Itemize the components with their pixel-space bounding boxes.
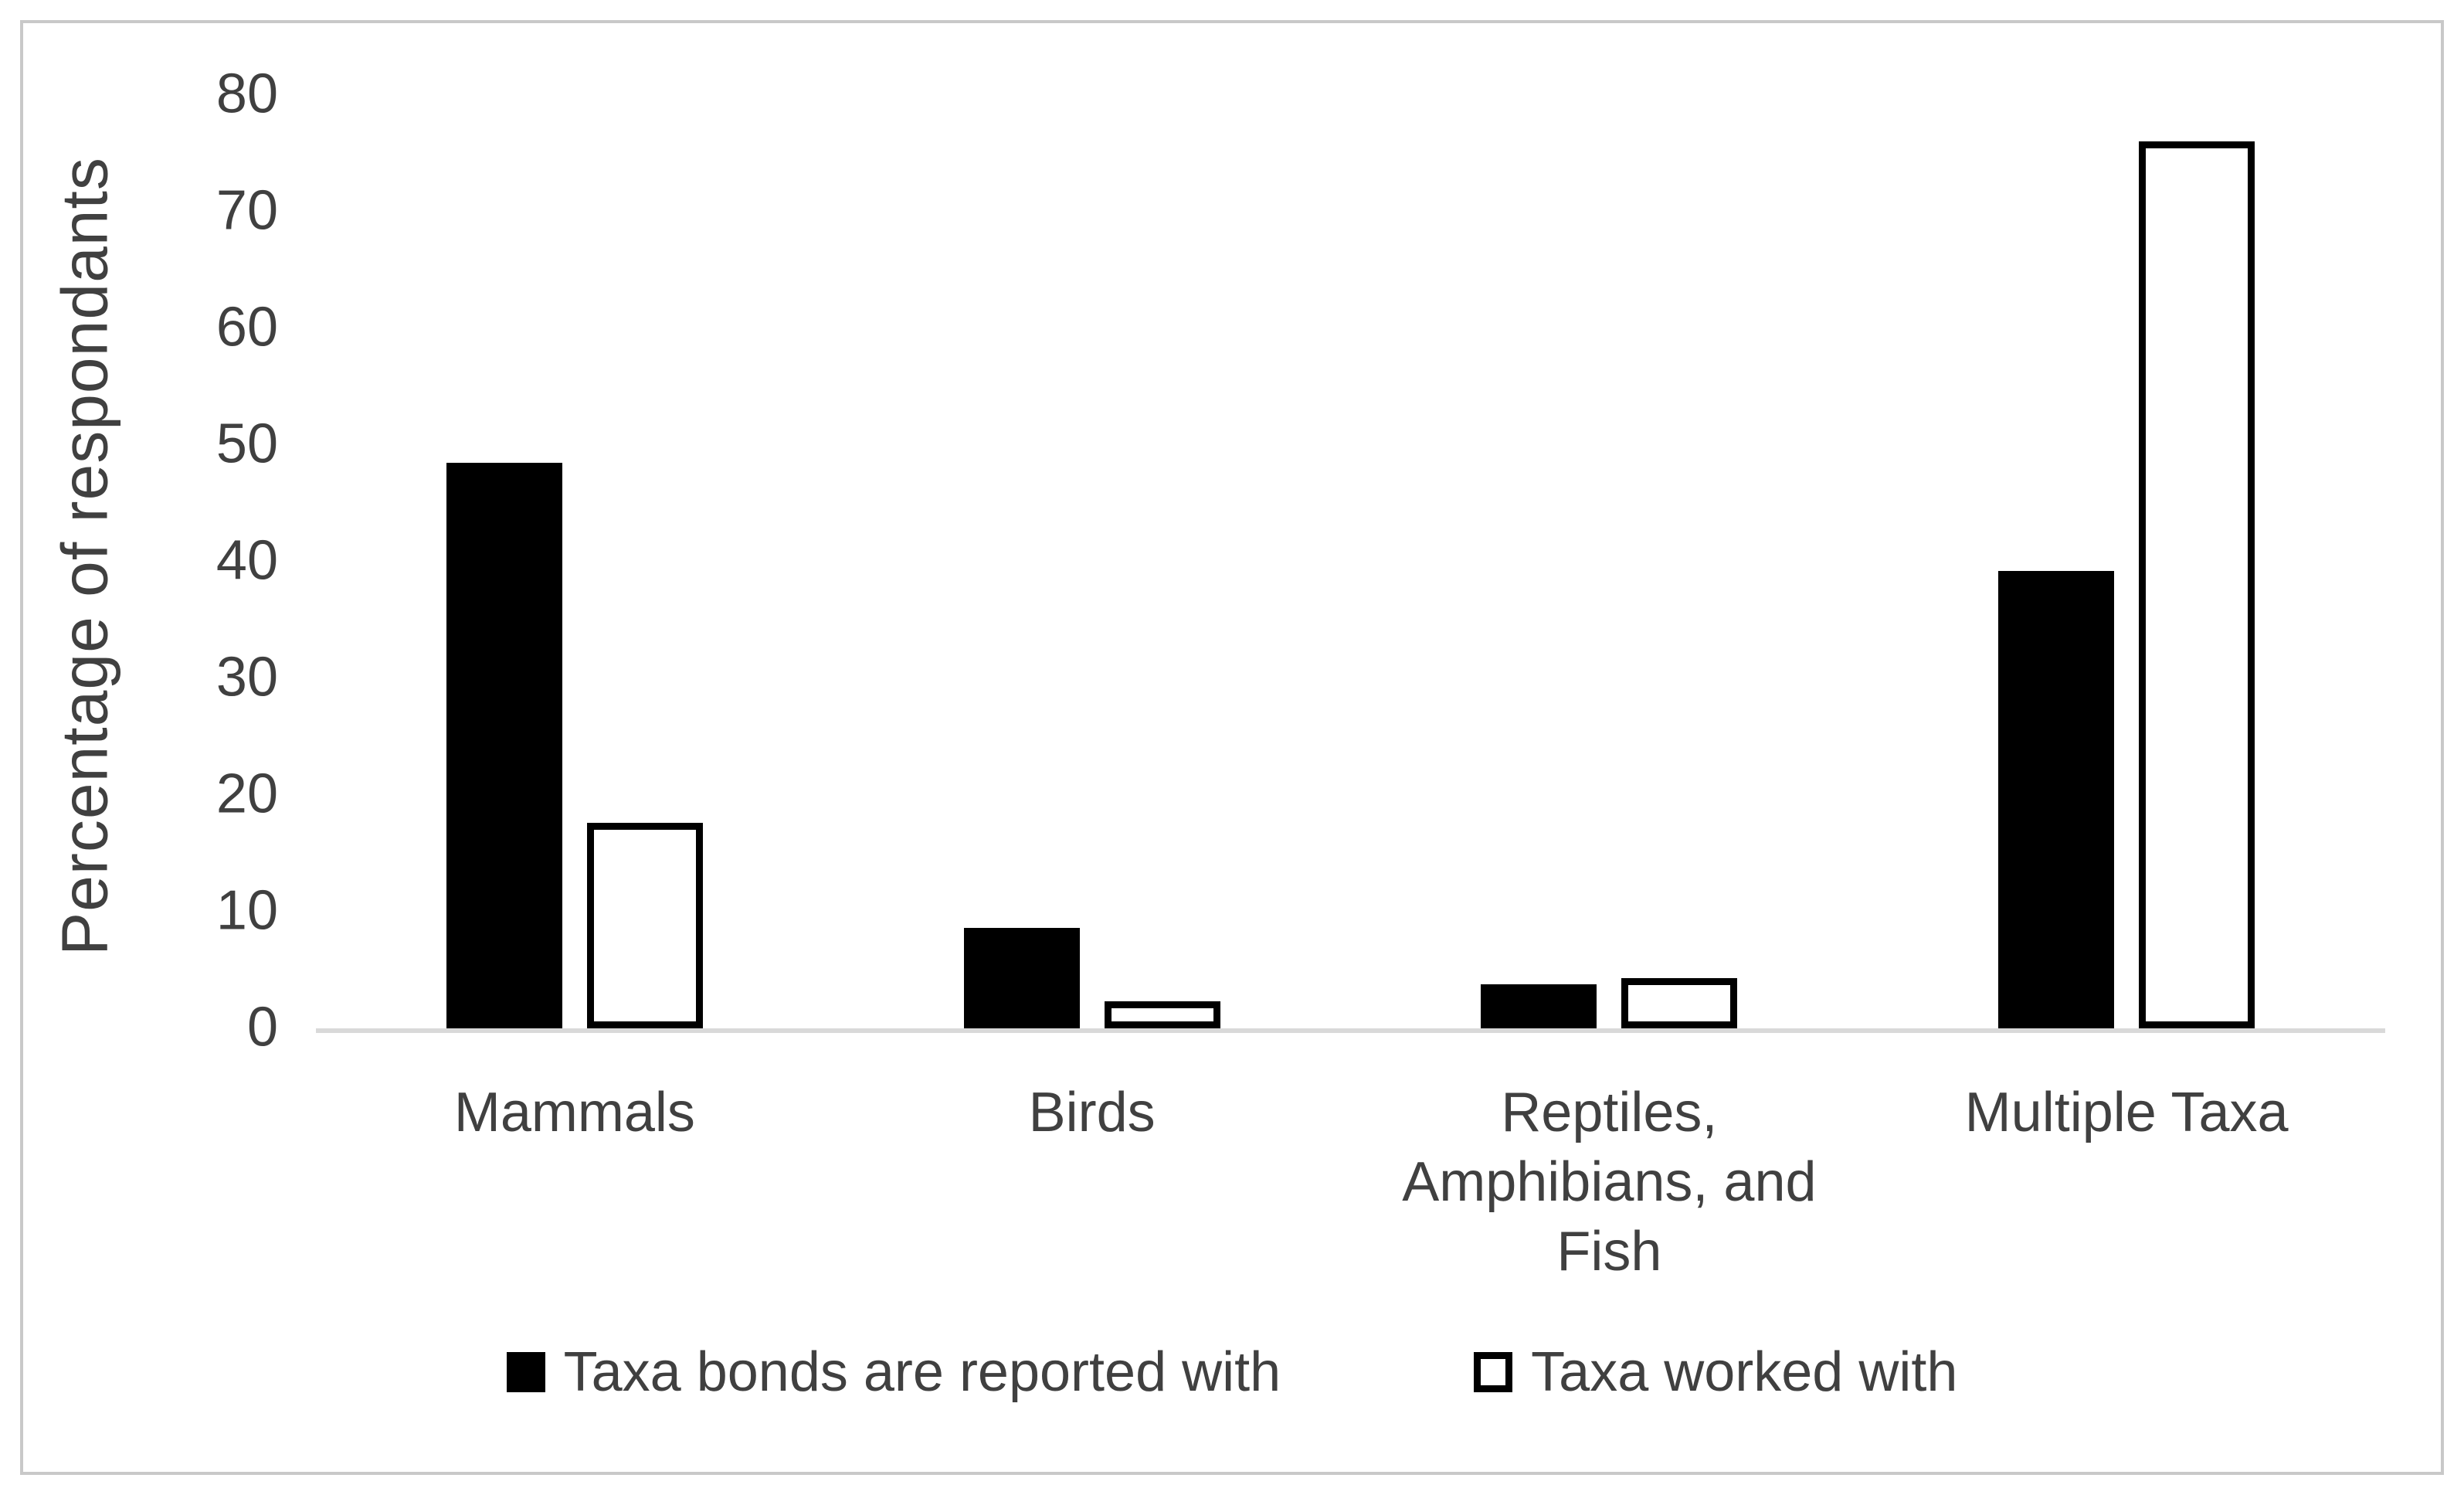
- y-tick-label-50: 50: [216, 413, 278, 475]
- y-tick-label-10: 10: [216, 879, 278, 942]
- y-tick-label-20: 20: [216, 763, 278, 825]
- legend-marker-filled-icon: [506, 1352, 545, 1392]
- bar-multiple-taxa-outline: [2139, 141, 2255, 1028]
- legend-label: Taxa bonds are reported with: [563, 1341, 1281, 1403]
- legend-item-taxa-bonds-are-reported-with: Taxa bonds are reported with: [506, 1340, 1281, 1404]
- bar-mammals-filled: [446, 463, 562, 1028]
- category-label-multiple-taxa: Multiple Taxa: [1964, 1082, 2289, 1143]
- category-label-reptiles-amphibians-and-fish: Reptiles, Amphibians, and Fish: [1402, 1082, 1817, 1283]
- bar-reptiles-amphibians-and-fish-filled: [1481, 984, 1597, 1028]
- legend-label: Taxa worked with: [1531, 1341, 1958, 1403]
- bar-multiple-taxa-filled: [1998, 571, 2115, 1028]
- category-label-birds: Birds: [1028, 1082, 1156, 1143]
- legend-marker-outline-icon: [1474, 1352, 1513, 1392]
- bar-birds-filled: [963, 928, 1080, 1028]
- y-tick-label-40: 40: [216, 529, 278, 592]
- y-tick-label-70: 70: [216, 179, 278, 242]
- category-label-mammals: Mammals: [453, 1082, 695, 1143]
- bar-mammals-outline: [586, 823, 703, 1028]
- legend: Taxa bonds are reported with Taxa worked …: [0, 1340, 2464, 1404]
- y-tick-label-80: 80: [216, 63, 278, 125]
- y-tick-label-30: 30: [216, 646, 278, 708]
- legend-item-taxa-worked-with: Taxa worked with: [1474, 1340, 1957, 1404]
- y-tick-label-0: 0: [246, 996, 278, 1058]
- x-axis-line: [316, 1028, 2385, 1033]
- y-tick-label-60: 60: [216, 296, 278, 358]
- bar-reptiles-amphibians-and-fish-outline: [1621, 978, 1738, 1028]
- bar-birds-outline: [1104, 1001, 1220, 1028]
